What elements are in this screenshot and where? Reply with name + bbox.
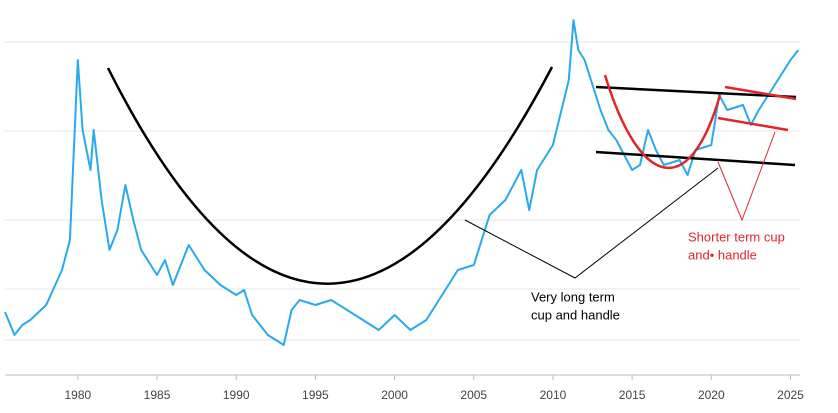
x-axis: 1980 1985 1990 1995 2000 2005 2010 2015 2020 2025: [5, 374, 804, 402]
annotation: and• handle: [688, 247, 757, 262]
x-tick-label: 1980: [64, 388, 91, 402]
x-tick-label: 2000: [381, 388, 408, 402]
x-tick-label: 1995: [302, 388, 329, 402]
annotation: cup and handle: [531, 307, 620, 322]
price-line: [4, 19, 800, 346]
x-tick-label: 2025: [777, 388, 804, 402]
handle-top: [595, 85, 797, 99]
short-cup: [603, 74, 722, 170]
handle-bottom: [595, 150, 796, 167]
plot: [4, 19, 800, 346]
x-tick-label: 2015: [619, 388, 646, 402]
short-handle-top: [724, 85, 797, 101]
annotation: Very long term: [531, 289, 615, 304]
grid: [5, 41, 800, 341]
long-cup: [106, 66, 554, 285]
x-tick-label: 2005: [460, 388, 487, 402]
x-tick-label: 1985: [144, 388, 171, 402]
x-tick-label: 2020: [698, 388, 725, 402]
pointer-long: [464, 167, 719, 279]
short-handle-bottom: [717, 116, 789, 132]
pointer-short: [717, 131, 776, 222]
annotation: Shorter term cup: [688, 229, 785, 244]
x-tick-label: 1990: [223, 388, 250, 402]
x-tick-label: 2010: [540, 388, 567, 402]
